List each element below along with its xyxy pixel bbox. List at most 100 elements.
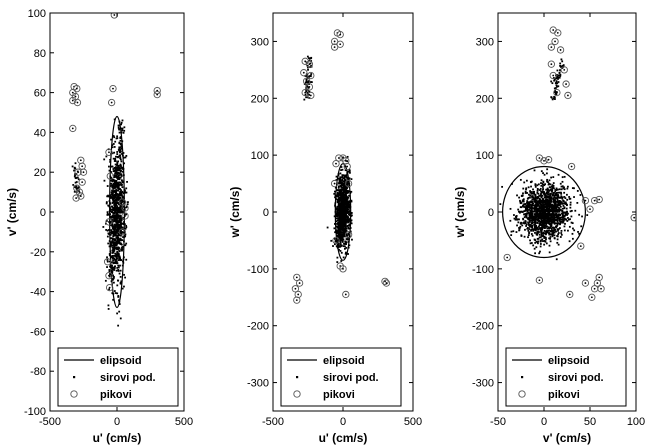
raw-data-point [345, 251, 347, 254]
raw-data-point [566, 193, 568, 196]
raw-data-point [121, 180, 124, 183]
raw-data-point [117, 232, 120, 235]
raw-data-point [339, 220, 342, 223]
raw-data-point [586, 214, 589, 216]
raw-data-point [557, 213, 560, 216]
raw-data-point [534, 219, 536, 222]
raw-data-point [562, 216, 565, 219]
raw-data-point [530, 185, 532, 188]
peak-point-center [124, 207, 126, 209]
raw-data-point [546, 202, 549, 205]
raw-data-point [119, 167, 122, 170]
raw-data-point [341, 233, 344, 236]
raw-data-point [553, 237, 556, 240]
peak-point-center [556, 32, 559, 34]
raw-data-point [542, 192, 545, 194]
raw-data-point [561, 220, 564, 223]
raw-data-point [563, 211, 566, 214]
raw-data-point [120, 123, 123, 126]
raw-data-point [343, 196, 346, 198]
raw-data-point [113, 200, 116, 203]
peak-point [69, 96, 77, 105]
raw-data-point [112, 179, 115, 182]
peak-point-center [344, 159, 347, 162]
peak-point [301, 88, 309, 97]
raw-data-point [540, 233, 543, 236]
peak-point [121, 212, 129, 220]
raw-data-point [530, 211, 533, 214]
raw-data-point [117, 171, 120, 174]
raw-data-point [118, 149, 121, 152]
raw-data-point [120, 147, 123, 150]
raw-data-point [552, 201, 555, 203]
raw-data-point [533, 200, 536, 203]
raw-data-point [540, 170, 543, 173]
raw-data-point [345, 210, 348, 213]
raw-data-point [555, 197, 557, 199]
raw-data-point [525, 223, 528, 226]
raw-data-point [116, 195, 119, 198]
raw-data-point [557, 173, 560, 176]
raw-data-point [305, 90, 308, 93]
raw-data-point [308, 57, 311, 60]
raw-data-point [547, 188, 550, 191]
raw-data-point [345, 186, 348, 189]
raw-data-point [542, 201, 545, 204]
raw-data-point [346, 209, 349, 212]
raw-data-point [557, 202, 560, 205]
raw-data-point [562, 214, 565, 217]
raw-data-point [120, 145, 123, 147]
raw-data-point [577, 230, 579, 233]
raw-data-point [523, 235, 526, 238]
raw-data-point [537, 203, 540, 206]
raw-data-point [339, 250, 342, 252]
peak-point [73, 184, 81, 192]
raw-data-point [552, 221, 555, 224]
raw-data-point [551, 194, 554, 197]
raw-data-point [532, 204, 535, 207]
raw-data-point [113, 261, 115, 264]
raw-data-point [524, 222, 527, 225]
raw-data-point [536, 197, 539, 200]
raw-data-point [341, 227, 344, 229]
raw-data-point [552, 207, 555, 210]
raw-data-point [544, 236, 547, 239]
peak-point [547, 43, 556, 51]
raw-data-point [546, 178, 548, 181]
raw-data-point [528, 232, 530, 234]
raw-data-point [549, 222, 552, 225]
raw-data-point [343, 242, 345, 245]
raw-data-point [120, 259, 122, 261]
peak-point [549, 71, 557, 80]
raw-data-point [107, 304, 110, 307]
peak-point-center [568, 293, 571, 296]
raw-data-point [554, 98, 556, 100]
raw-data-point [118, 131, 121, 134]
raw-data-point [529, 207, 532, 210]
raw-data-point [556, 222, 559, 225]
raw-data-point [552, 204, 555, 207]
raw-data-point [561, 60, 564, 63]
raw-data-point [552, 198, 555, 200]
raw-data-point [543, 243, 546, 246]
raw-data-point [110, 179, 113, 182]
peak-point-center [552, 74, 555, 77]
peak-point [503, 253, 511, 262]
raw-data-point [346, 205, 348, 208]
raw-data-point [544, 212, 546, 215]
plot-area [291, 29, 391, 304]
peak-point-center [108, 286, 111, 289]
raw-data-point [343, 200, 346, 203]
raw-data-point [105, 229, 108, 231]
raw-data-point [107, 204, 110, 207]
raw-data-point [339, 238, 342, 240]
raw-data-point [344, 211, 347, 213]
raw-data-point [522, 200, 525, 203]
raw-data-point [557, 232, 560, 234]
raw-data-point [539, 215, 542, 218]
raw-data-point [116, 227, 119, 230]
raw-data-point [531, 234, 534, 237]
raw-data-point [536, 226, 539, 229]
raw-data-point [551, 218, 554, 221]
